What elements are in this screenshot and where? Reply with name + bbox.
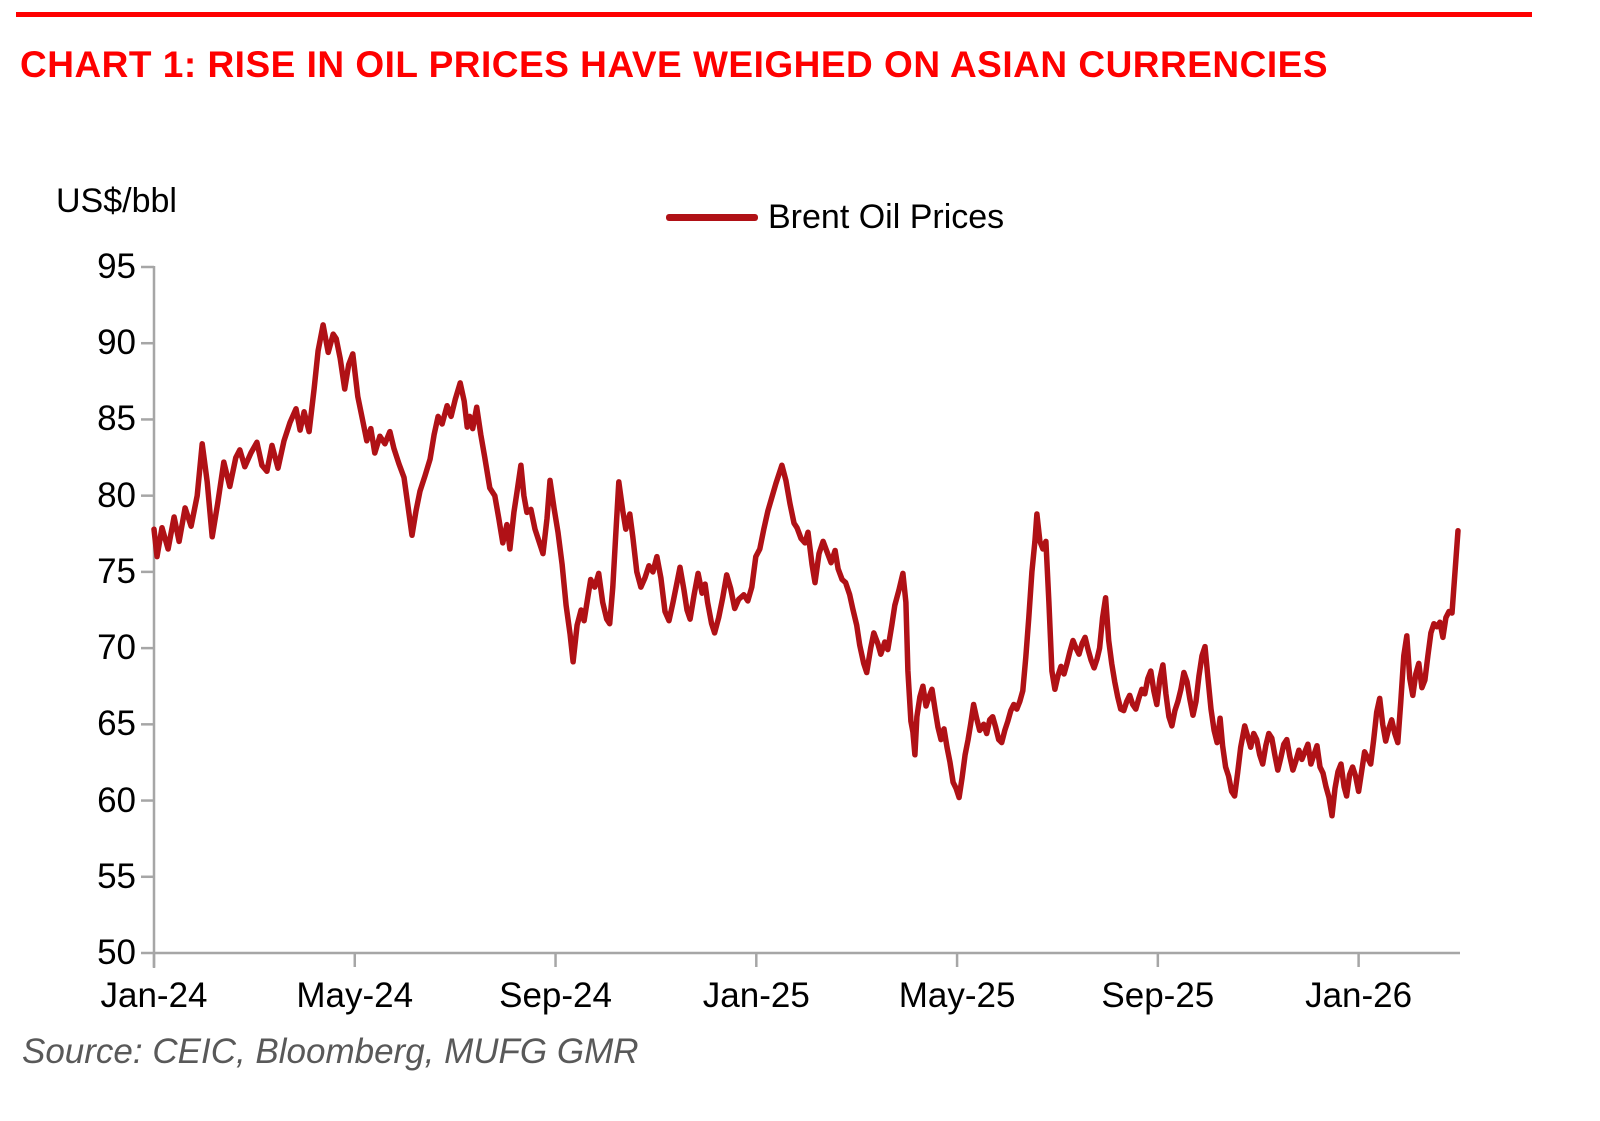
x-tick-label: Jan-25 <box>702 976 810 1015</box>
x-tick-label: Jan-26 <box>1305 976 1413 1015</box>
y-tick-label: 90 <box>97 323 136 363</box>
top-divider-rule <box>16 12 1532 17</box>
y-tick-label: 60 <box>97 780 136 820</box>
legend-line-swatch <box>666 214 758 221</box>
y-tick-label: 75 <box>97 551 136 591</box>
x-tick-label: May-24 <box>296 976 414 1015</box>
legend-label: Brent Oil Prices <box>768 198 1005 236</box>
y-tick-label: 55 <box>97 856 136 896</box>
y-axis-title: US$/bbl <box>56 182 177 220</box>
y-tick-label: 85 <box>97 399 136 439</box>
x-tick-label: Sep-25 <box>1101 976 1215 1015</box>
y-tick-label: 95 <box>97 247 136 286</box>
y-tick-label: 65 <box>97 704 136 744</box>
series-brent-oil-prices <box>151 322 1461 819</box>
page-title: CHART 1: RISE IN OIL PRICES HAVE WEIGHED… <box>20 44 1328 85</box>
x-tick-label: Jan-24 <box>100 976 208 1015</box>
y-tick-label: 80 <box>97 475 136 515</box>
y-tick-label: 70 <box>97 628 136 668</box>
legend: Brent Oil Prices <box>666 198 1004 237</box>
x-tick-label: Sep-24 <box>499 976 612 1015</box>
source-note: Source: CEIC, Bloomberg, MUFG GMR <box>22 1032 639 1071</box>
x-tick-label: May-25 <box>898 976 1016 1015</box>
y-tick-label: 50 <box>97 933 136 972</box>
